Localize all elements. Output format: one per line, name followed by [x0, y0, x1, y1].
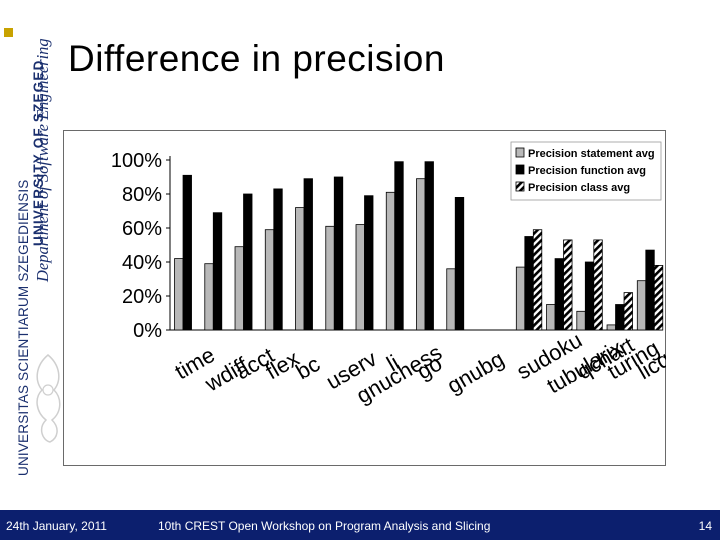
- bar-class-tubularix: [563, 239, 573, 331]
- bar-statement-userv: [325, 225, 335, 331]
- legend-swatch-3: [515, 181, 525, 192]
- bar-function-time: [182, 174, 192, 331]
- bar-statement-flex: [264, 229, 275, 331]
- y-tick-label: 40%: [122, 252, 162, 274]
- legend-swatch-1: [515, 147, 525, 158]
- bar-function-gnubg: [454, 197, 465, 331]
- bar-function-sudoku: [524, 236, 534, 331]
- footer-event: 10th CREST Open Workshop on Program Anal…: [158, 519, 491, 533]
- university-banner: UNIVERSITAS SCIENTIARUM SZEGEDIENSIS UNI…: [0, 0, 61, 480]
- y-tick-label: 20%: [122, 286, 162, 308]
- bar-statement-sudoku: [515, 266, 526, 331]
- bar-function-tubularix: [554, 258, 564, 331]
- bar-statement-li: [385, 191, 396, 331]
- bar-class-licq: [653, 264, 664, 331]
- bar-statement-turing: [606, 324, 616, 331]
- slide-title: Difference in precision: [68, 38, 445, 79]
- bar-function-acct: [243, 193, 253, 331]
- bar-function-li: [394, 161, 404, 331]
- legend-label-2: Precision function avg: [528, 165, 646, 177]
- bar-function-wdiff: [212, 212, 223, 331]
- precision-bar-chart: 0%20%40%60%80%100%timewdiffacctflexbcuse…: [111, 141, 666, 408]
- bar-statement-gnubg: [446, 268, 456, 331]
- university-crest-icon: [36, 354, 61, 443]
- bar-statement-qchart: [576, 310, 586, 331]
- bar-function-bc: [303, 178, 313, 331]
- legend-box: [510, 141, 662, 201]
- bar-class-qchart: [593, 239, 603, 331]
- category-label-gnubg: gnubg: [443, 346, 508, 398]
- y-tick-label: 0%: [133, 320, 162, 342]
- bar-function-qchart: [584, 261, 595, 331]
- bar-function-flex: [273, 188, 283, 331]
- bar-function-licq: [645, 249, 655, 331]
- footer-date: 24th January, 2011: [6, 519, 107, 533]
- bar-statement-gnuchess: [355, 224, 365, 331]
- bar-statement-go: [416, 178, 426, 331]
- bar-statement-acct: [234, 246, 244, 331]
- department-name: Department of Software Engineering: [33, 38, 52, 282]
- bar-statement-wdiff: [204, 263, 214, 331]
- legend-swatch-2: [515, 164, 525, 175]
- page-number: 14: [698, 519, 712, 533]
- bar-class-turing: [623, 292, 633, 331]
- bar-function-userv: [333, 176, 344, 331]
- bar-function-gnuchess: [364, 195, 374, 331]
- footer-bar: 24th January, 2011 10th CREST Open Works…: [0, 510, 720, 540]
- legend-label-1: Precision statement avg: [528, 148, 655, 160]
- bar-statement-licq: [636, 280, 647, 331]
- legend-label-3: Precision class avg: [528, 182, 630, 194]
- bar-class-sudoku: [532, 229, 543, 331]
- bar-function-go: [424, 161, 434, 331]
- bar-statement-tubularix: [546, 304, 556, 331]
- y-tick-label: 100%: [111, 150, 162, 172]
- y-tick-label: 60%: [122, 218, 162, 240]
- y-tick-label: 80%: [122, 184, 162, 206]
- corner-marker: [4, 28, 13, 37]
- bar-statement-bc: [295, 207, 305, 331]
- bar-statement-time: [174, 258, 184, 331]
- bar-function-turing: [615, 304, 625, 331]
